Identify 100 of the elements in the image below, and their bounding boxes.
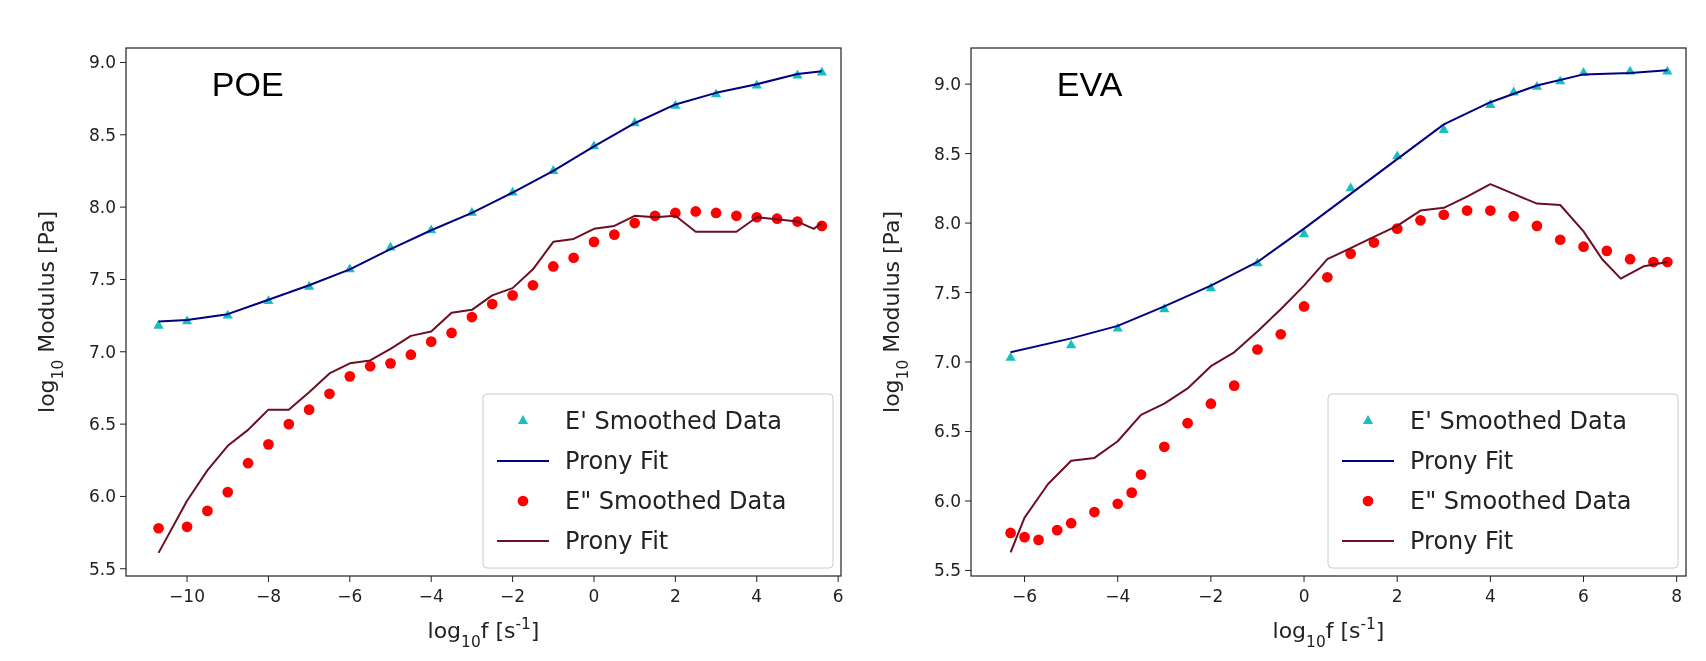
point: [1252, 344, 1263, 355]
point: [486, 298, 498, 310]
point: [507, 290, 518, 301]
y-tick-label: 5.5: [933, 560, 961, 581]
point: [1019, 531, 1030, 543]
point: [1228, 380, 1240, 391]
point: [1298, 228, 1310, 238]
point: [1182, 417, 1193, 429]
legend-label: E" Smoothed Data: [565, 487, 787, 516]
point: [731, 210, 742, 222]
point: [1033, 534, 1044, 546]
point: [1321, 271, 1333, 283]
point: [1005, 527, 1016, 539]
point: [202, 505, 213, 517]
x-tick-label: −4: [418, 586, 444, 606]
legend-label: E" Smoothed Data: [1410, 487, 1632, 516]
point: [1461, 205, 1473, 216]
point: [263, 439, 274, 450]
x-axis-title: log$_{10}$f [s$^{-1}$]: [427, 615, 540, 651]
x-tick-label: −2: [500, 586, 526, 606]
point: [242, 457, 254, 469]
point: [1508, 210, 1520, 222]
point: [1135, 469, 1147, 480]
point: [1578, 241, 1589, 253]
legend-label: E' Smoothed Data: [1410, 407, 1627, 436]
point: [1345, 248, 1356, 259]
x-tick-label: 0: [588, 586, 600, 606]
point: [710, 207, 722, 219]
y-tick-label: 8.5: [933, 143, 961, 164]
x-tick-label: −4: [1105, 586, 1131, 606]
point: [153, 522, 164, 534]
y-tick-label: 8.0: [933, 213, 961, 234]
y-tick-label: 8.5: [88, 124, 116, 145]
point: [405, 349, 417, 361]
x-tick-label: 8: [1671, 586, 1683, 606]
point: [1205, 398, 1217, 410]
y-tick-label: 5.5: [88, 558, 116, 579]
point: [1158, 441, 1170, 453]
point: [466, 311, 478, 323]
text: POE: [211, 65, 284, 103]
x-tick-label: 2: [669, 586, 681, 606]
x-tick-label: −6: [1012, 586, 1038, 606]
x-axis-title: log$_{10}$f [s$^{-1}$]: [1272, 615, 1385, 651]
x-tick-label: 4: [751, 586, 763, 606]
point: [1601, 245, 1613, 257]
y-tick-label: 7.5: [933, 282, 961, 303]
point: [1051, 524, 1063, 536]
legend-label: Prony Fit: [565, 447, 669, 476]
point: [1005, 351, 1016, 361]
y-tick-label: 7.5: [88, 269, 116, 290]
point: [1415, 214, 1426, 226]
point: [324, 388, 335, 400]
point: [629, 217, 641, 229]
y-tick-label: 9.0: [88, 52, 116, 73]
point: [568, 252, 579, 264]
point: [1089, 506, 1100, 518]
y-tick-label: 6.5: [88, 414, 116, 435]
x-tick-label: −2: [1198, 586, 1224, 606]
point: [527, 279, 539, 291]
y-tick-label: 6.5: [933, 421, 961, 442]
point: [364, 360, 376, 372]
legend-label: Prony Fit: [565, 527, 669, 556]
legend-label: Prony Fit: [1410, 447, 1514, 476]
x-tick-label: −6: [337, 586, 363, 606]
point: [1554, 234, 1566, 246]
point: [153, 319, 164, 329]
point: [1066, 339, 1077, 349]
y-tick-label: 9.0: [933, 74, 961, 95]
point: [446, 327, 457, 339]
point: [303, 404, 315, 415]
x-tick-label: −8: [255, 586, 281, 606]
y-tick-label: 6.0: [88, 486, 116, 507]
x-tick-label: 6: [832, 586, 844, 606]
point: [1438, 124, 1449, 133]
y-tick-label: 7.0: [88, 341, 116, 362]
y-tick-label: 6.0: [933, 490, 961, 511]
legend-label: E' Smoothed Data: [565, 407, 782, 436]
point: [425, 336, 437, 347]
point: [283, 418, 295, 430]
x-tick-label: 0: [1298, 586, 1310, 606]
point: [1438, 209, 1450, 221]
point: [547, 261, 559, 272]
point: [1662, 65, 1673, 75]
y-tick-label: 7.0: [933, 351, 961, 372]
x-tick-label: −10: [169, 586, 205, 606]
point: [181, 521, 193, 533]
point: [344, 371, 356, 382]
point: [1126, 487, 1138, 498]
point: [1065, 517, 1077, 529]
x-tick-label: 2: [1391, 586, 1403, 606]
point: [1275, 328, 1287, 340]
point: [1531, 220, 1543, 232]
point: [385, 358, 396, 369]
y-tick-label: 8.0: [88, 197, 116, 218]
point: [1624, 253, 1636, 265]
point: [690, 206, 702, 217]
point: [1368, 237, 1380, 248]
point: [1485, 205, 1496, 216]
x-tick-label: 4: [1484, 586, 1496, 606]
point: [1112, 498, 1124, 510]
